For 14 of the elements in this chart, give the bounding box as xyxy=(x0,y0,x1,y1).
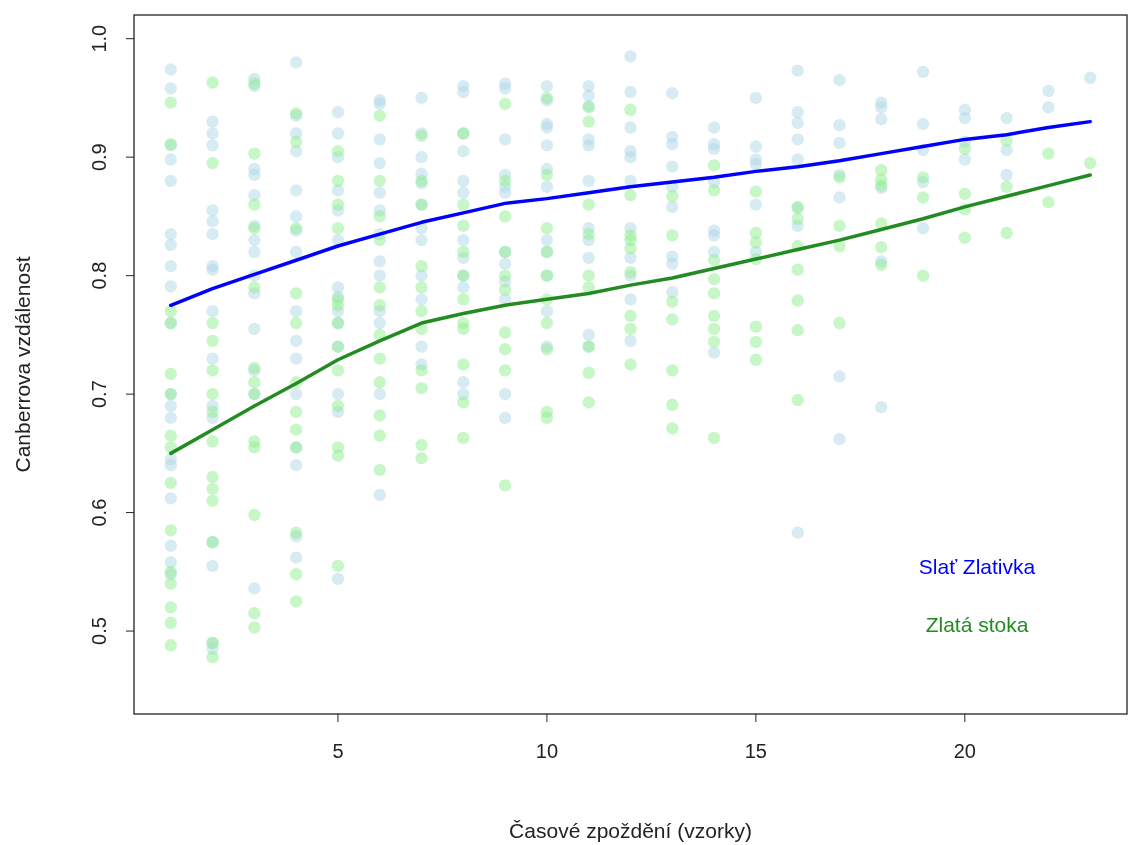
text: Zlatá stoka xyxy=(925,613,1029,636)
y-tick-label: 1.0 xyxy=(88,24,110,53)
y-tick-label: 0.6 xyxy=(88,498,110,527)
x-tick-label: 20 xyxy=(953,740,976,762)
x-axis-title: Časové zpoždění (vzorky) xyxy=(509,819,752,842)
x-tick-label: 5 xyxy=(332,740,344,762)
text: Slať Zlativka xyxy=(918,555,1036,578)
y-axis-title: Canberrova vzdálenost xyxy=(11,256,34,473)
x-tick-label: 15 xyxy=(744,740,767,762)
x-tick-label: 10 xyxy=(535,740,559,762)
y-tick-label: 0.5 xyxy=(88,617,110,645)
y-tick-label: 0.9 xyxy=(88,143,110,172)
y-tick-label: 0.8 xyxy=(88,261,110,290)
y-tick-label: 0.7 xyxy=(88,380,110,409)
